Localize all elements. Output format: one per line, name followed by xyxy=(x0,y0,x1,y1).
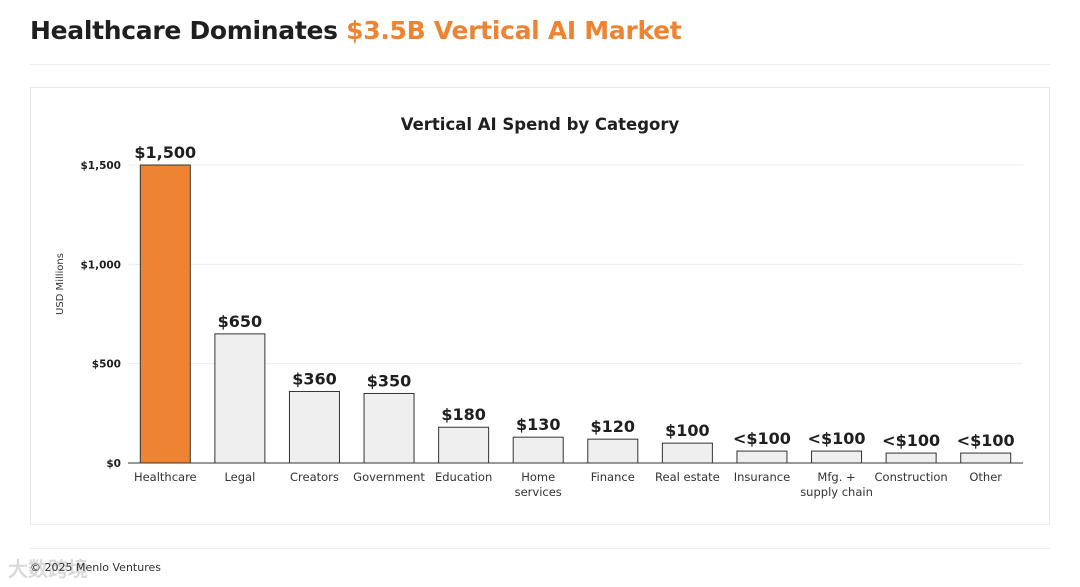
bar-value-label: <$100 xyxy=(733,429,791,448)
x-tick-label: Other xyxy=(969,470,1002,484)
bar xyxy=(811,450,863,464)
y-tick-label: $1,000 xyxy=(80,259,121,271)
bar xyxy=(438,426,490,464)
y-tick-label: $0 xyxy=(106,458,121,470)
chart-card: Vertical AI Spend by Category USD Million… xyxy=(30,87,1050,525)
bar-value-label: $130 xyxy=(516,415,561,434)
x-tick-label: Healthcare xyxy=(134,470,197,484)
footer-divider xyxy=(30,548,1050,549)
bar xyxy=(288,390,340,464)
chart-title: Vertical AI Spend by Category xyxy=(401,115,680,134)
header-divider xyxy=(30,64,1050,65)
x-tick-label: Mfg. + xyxy=(817,470,855,484)
bar-value-label: $350 xyxy=(367,371,412,390)
x-tick-label: services xyxy=(515,485,562,499)
bar-value-label: $650 xyxy=(218,312,263,331)
bar xyxy=(885,452,937,464)
bar-value-label: $360 xyxy=(292,369,337,388)
x-tick-label: Finance xyxy=(591,470,635,484)
bar-value-label: $180 xyxy=(441,405,486,424)
x-tick-label: Creators xyxy=(290,470,339,484)
x-tick-label: Real estate xyxy=(655,470,720,484)
x-tick-label: Government xyxy=(353,470,425,484)
page-title: Healthcare Dominates $3.5B Vertical AI M… xyxy=(30,16,682,45)
bar xyxy=(512,436,564,464)
bar-value-label: <$100 xyxy=(808,429,866,448)
bar xyxy=(214,333,266,464)
bar xyxy=(960,452,1012,464)
bar-chart: Vertical AI Spend by Category USD Million… xyxy=(55,115,1023,499)
bar xyxy=(139,164,191,464)
x-tick-label: Construction xyxy=(875,470,948,484)
bar xyxy=(363,392,415,464)
bar xyxy=(661,442,713,464)
bar-value-label: <$100 xyxy=(882,431,940,450)
bar-value-label: $1,500 xyxy=(134,143,196,162)
bar-value-label: <$100 xyxy=(957,431,1015,450)
bar xyxy=(736,450,788,464)
y-tick-label: $500 xyxy=(92,359,121,371)
x-tick-label: Legal xyxy=(224,470,255,484)
x-tick-label: Home xyxy=(521,470,555,484)
x-tick-label: supply chain xyxy=(800,485,873,499)
y-tick-label: $1,500 xyxy=(80,160,121,172)
bar-value-label: $100 xyxy=(665,421,710,440)
y-axis-label: USD Millions xyxy=(55,253,66,315)
footer-copyright: © 2025 Menlo Ventures xyxy=(30,561,161,574)
page-title-main: Healthcare Dominates xyxy=(30,16,347,45)
x-tick-label: Education xyxy=(435,470,492,484)
page-title-accent: $3.5B Vertical AI Market xyxy=(346,16,682,45)
bar xyxy=(587,438,639,464)
bar-value-label: $120 xyxy=(591,417,636,436)
x-tick-label: Insurance xyxy=(734,470,790,484)
